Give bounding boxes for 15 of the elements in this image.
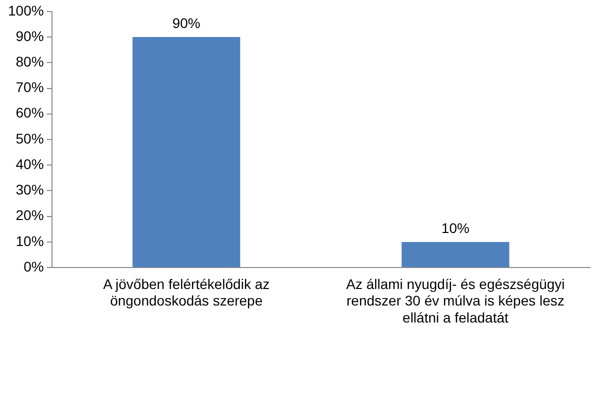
y-tick-label: 70% [16, 79, 44, 96]
x-tick-label: A jövőben felértékelődik az öngondoskodás szerepe [103, 276, 270, 309]
x-tick-label: Az állami nyugdíj- és egészségügyi rendszer 30 év múlva is képes lesz ellátni a feladatát [346, 276, 565, 326]
y-tick-label: 80% [16, 54, 44, 70]
data-label: 90% [172, 14, 200, 31]
y-tick-label: 90% [16, 28, 44, 44]
y-tick-label: 50% [16, 130, 44, 146]
y-tick-label: 40% [16, 156, 44, 172]
y-tick-label: 20% [16, 207, 44, 224]
y-tick-label: 30% [16, 182, 44, 198]
data-label: 10% [441, 220, 470, 236]
y-tick-label: 0% [24, 258, 44, 274]
y-tick-label: 100% [8, 2, 44, 18]
y-tick-label: 10% [16, 232, 44, 249]
y-tick-label: 60% [16, 104, 44, 121]
